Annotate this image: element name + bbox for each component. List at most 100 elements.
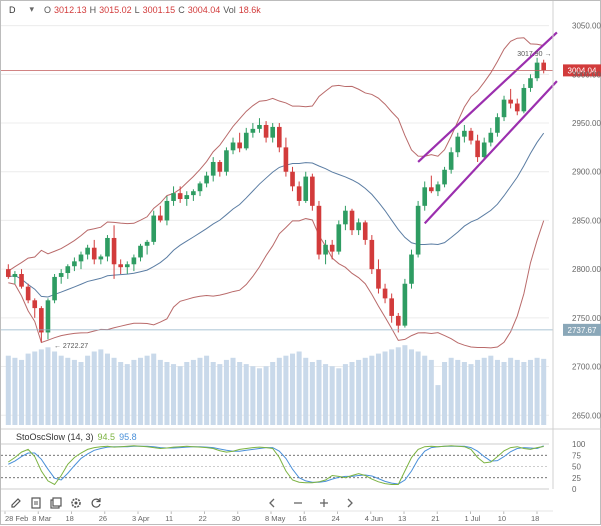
volume-bar [501, 362, 507, 425]
candle-body [85, 247, 90, 255]
time-tick-label: 21 [431, 514, 439, 523]
current-price-tag [563, 64, 601, 77]
volume-bar [171, 364, 177, 425]
volume-bar [415, 351, 421, 425]
volume-bar [223, 359, 229, 425]
time-tick-label: 4 Jun [365, 514, 383, 523]
volume-bar [422, 355, 428, 425]
minus-icon[interactable] [291, 496, 305, 510]
volume-bar [32, 351, 38, 425]
sto-level-label: 50 [572, 463, 581, 472]
volume-bar [527, 359, 533, 425]
candle-body [369, 239, 375, 270]
volume-bar [270, 362, 276, 425]
zoom-toolbar [265, 495, 357, 511]
volume-bar [190, 359, 196, 425]
volume-bar [45, 347, 51, 425]
volume-bar [25, 353, 31, 425]
volume-value: 18.6k [238, 4, 261, 15]
volume-label: Vol [223, 4, 236, 15]
volume-bar [382, 351, 388, 425]
candle-body [270, 126, 276, 138]
volume-bar [38, 349, 44, 425]
volume-bar [349, 362, 355, 425]
right-icon[interactable] [343, 496, 357, 510]
sto-k-line [8, 445, 544, 486]
volume-bar [118, 362, 124, 425]
pencil-icon[interactable] [9, 496, 23, 510]
candle-body [495, 117, 500, 133]
volume-bar [296, 351, 302, 425]
indicator-name[interactable]: StoOscSlow (14, 3) [16, 432, 94, 442]
volume-bar [408, 349, 415, 425]
volume-bar [230, 357, 236, 425]
volume-bar [481, 357, 487, 425]
time-tick-label: 18 [66, 514, 74, 523]
volume-bar [243, 364, 249, 425]
ohlc-header: D ▾ O 3012.13 H 3015.02 L 3001.15 C 3004… [1, 1, 264, 18]
left-icon[interactable] [265, 496, 279, 510]
candle-body [191, 191, 196, 196]
layers-icon[interactable] [49, 496, 63, 510]
volume-bar [369, 355, 375, 425]
low-label: L [134, 4, 140, 15]
candle-body [204, 175, 209, 184]
bollinger-middle-line [8, 132, 545, 298]
candle-body [243, 132, 249, 149]
candle-body [362, 222, 368, 240]
volume-bar [197, 357, 203, 425]
time-tick-label: 30 [232, 514, 240, 523]
candle-body [25, 286, 31, 301]
candle-body [230, 142, 236, 151]
open-value: 3012.13 [54, 4, 87, 15]
candle-body [409, 254, 414, 284]
bollinger-lower-line [8, 218, 545, 349]
drawing-toolbar [9, 495, 103, 511]
document-icon[interactable] [29, 496, 43, 510]
candle-body [91, 247, 97, 260]
volume-bar [329, 366, 335, 425]
volume-bar [237, 362, 243, 425]
volume-bar [177, 366, 183, 425]
candle-body [296, 186, 302, 201]
candle-body [210, 161, 216, 176]
candle-body [263, 124, 269, 138]
plus-icon[interactable] [317, 496, 331, 510]
volume-bar [309, 362, 315, 425]
volume-bar [442, 362, 448, 425]
candle-body [58, 273, 64, 277]
volume-bar [124, 364, 130, 425]
volume-bar [455, 359, 461, 425]
time-tick-label: 16 [298, 514, 306, 523]
candle-body [402, 283, 408, 326]
candle-body [184, 195, 190, 200]
candle-body [171, 193, 176, 201]
chevron-down-icon[interactable]: ▾ [29, 4, 35, 14]
candle-body [303, 176, 309, 201]
candle-body [501, 99, 507, 118]
interval-label[interactable]: D [9, 4, 16, 15]
low-annotation: ← 2722.27 [54, 343, 88, 350]
time-tick-label: 22 [199, 514, 207, 523]
candle-body [118, 264, 123, 268]
settings-icon[interactable] [69, 496, 83, 510]
candle-body [442, 169, 447, 185]
candle-body [52, 276, 57, 301]
candle-body [382, 288, 388, 299]
candle-body [39, 308, 44, 333]
volume-bar [389, 349, 395, 425]
time-tick-label: 10 [498, 514, 506, 523]
candle-body [111, 237, 117, 265]
time-tick-label: 18 [531, 514, 539, 523]
price-tick-label: 2900.00 [572, 168, 601, 177]
candle-body [468, 130, 474, 141]
price-tick-label: 2950.00 [572, 119, 601, 128]
candle-body [488, 132, 494, 143]
volume-bar [144, 355, 150, 425]
channel-upper-line [417, 31, 558, 163]
low-marker-tag [563, 323, 601, 336]
price-tick-label: 2700.00 [572, 363, 601, 372]
refresh-icon[interactable] [89, 496, 103, 510]
